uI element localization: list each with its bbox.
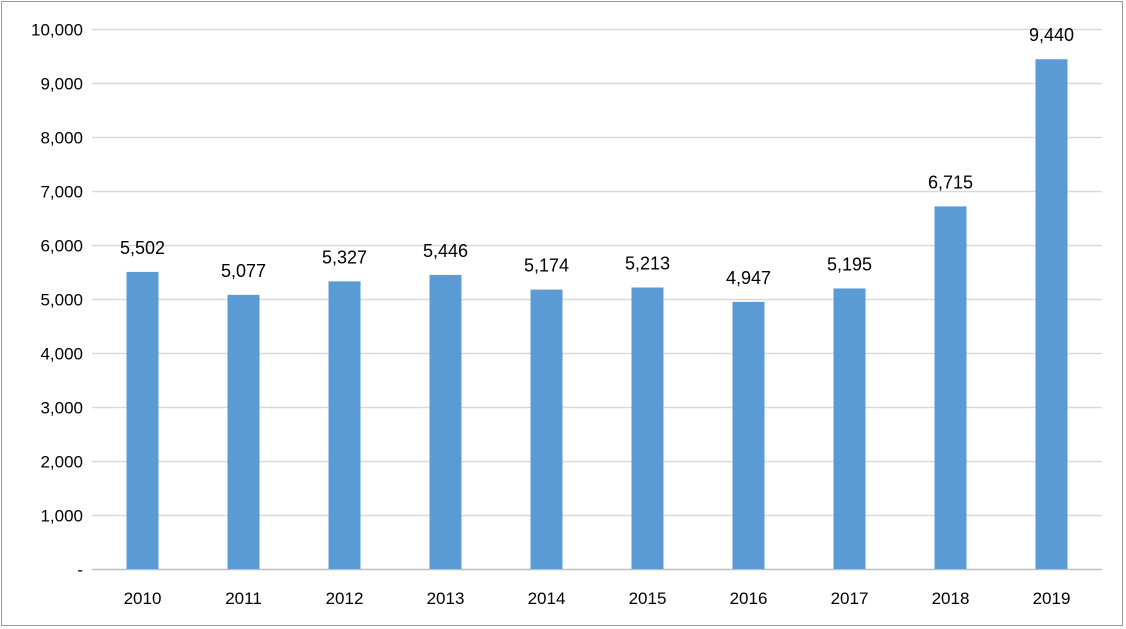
bar-2013	[429, 274, 462, 569]
data-label-2010: 5,502	[120, 238, 165, 258]
y-tick-label: 6,000	[40, 237, 83, 256]
x-tick-label-2012: 2012	[326, 589, 364, 608]
y-axis-tick-labels: - 1,000 2,000 3,000 4,000 5,000 6,000 7,000 8,00…	[31, 21, 83, 580]
bars	[126, 59, 1068, 570]
y-tick-label: -	[77, 561, 83, 580]
y-tick-label: 10,000	[31, 21, 83, 40]
data-label-2016: 4,947	[726, 268, 771, 288]
data-label-2017: 5,195	[827, 254, 872, 274]
y-tick-label: 2,000	[40, 453, 83, 472]
data-label-2018: 6,715	[928, 172, 973, 192]
bar-2011	[227, 294, 260, 569]
y-tick-label: 4,000	[40, 345, 83, 364]
data-label-2011: 5,077	[221, 261, 266, 281]
x-tick-label-2019: 2019	[1033, 589, 1071, 608]
x-tick-label-2014: 2014	[528, 589, 566, 608]
bar-2019	[1035, 59, 1068, 570]
x-tick-label-2011: 2011	[225, 589, 262, 608]
x-tick-label-2017: 2017	[831, 589, 869, 608]
data-labels: 5,502 5,077 5,327 5,446 5,174 5,213 4,947 5,195…	[120, 25, 1074, 288]
data-label-2012: 5,327	[322, 247, 367, 267]
y-tick-label: 9,000	[40, 75, 83, 94]
y-tick-label: 5,000	[40, 291, 83, 310]
x-tick-label-2015: 2015	[629, 589, 667, 608]
x-tick-label-2013: 2013	[427, 589, 465, 608]
bar-2012	[328, 281, 361, 569]
x-tick-label-2016: 2016	[730, 589, 768, 608]
y-tick-label: 8,000	[40, 129, 83, 148]
x-tick-label-2018: 2018	[932, 589, 970, 608]
y-tick-label: 1,000	[40, 507, 83, 526]
y-tick-label: 3,000	[40, 399, 83, 418]
data-label-2014: 5,174	[524, 256, 569, 276]
bar-2015	[631, 287, 664, 569]
bar-2016	[732, 301, 765, 569]
data-label-2013: 5,446	[423, 241, 468, 261]
y-tick-label: 7,000	[40, 183, 83, 202]
x-tick-label-2010: 2010	[124, 589, 162, 608]
gridlines	[92, 28, 1102, 571]
bar-2010	[126, 271, 159, 569]
data-label-2015: 5,213	[625, 253, 670, 273]
bar-2017	[833, 288, 866, 569]
data-label-2019: 9,440	[1029, 25, 1074, 45]
bar-2014	[530, 289, 563, 569]
x-axis-tick-labels: 2010 2011 2012 2013 2014 2015 2016 2017 2018 2019	[124, 589, 1071, 608]
bar-2018	[934, 206, 967, 569]
